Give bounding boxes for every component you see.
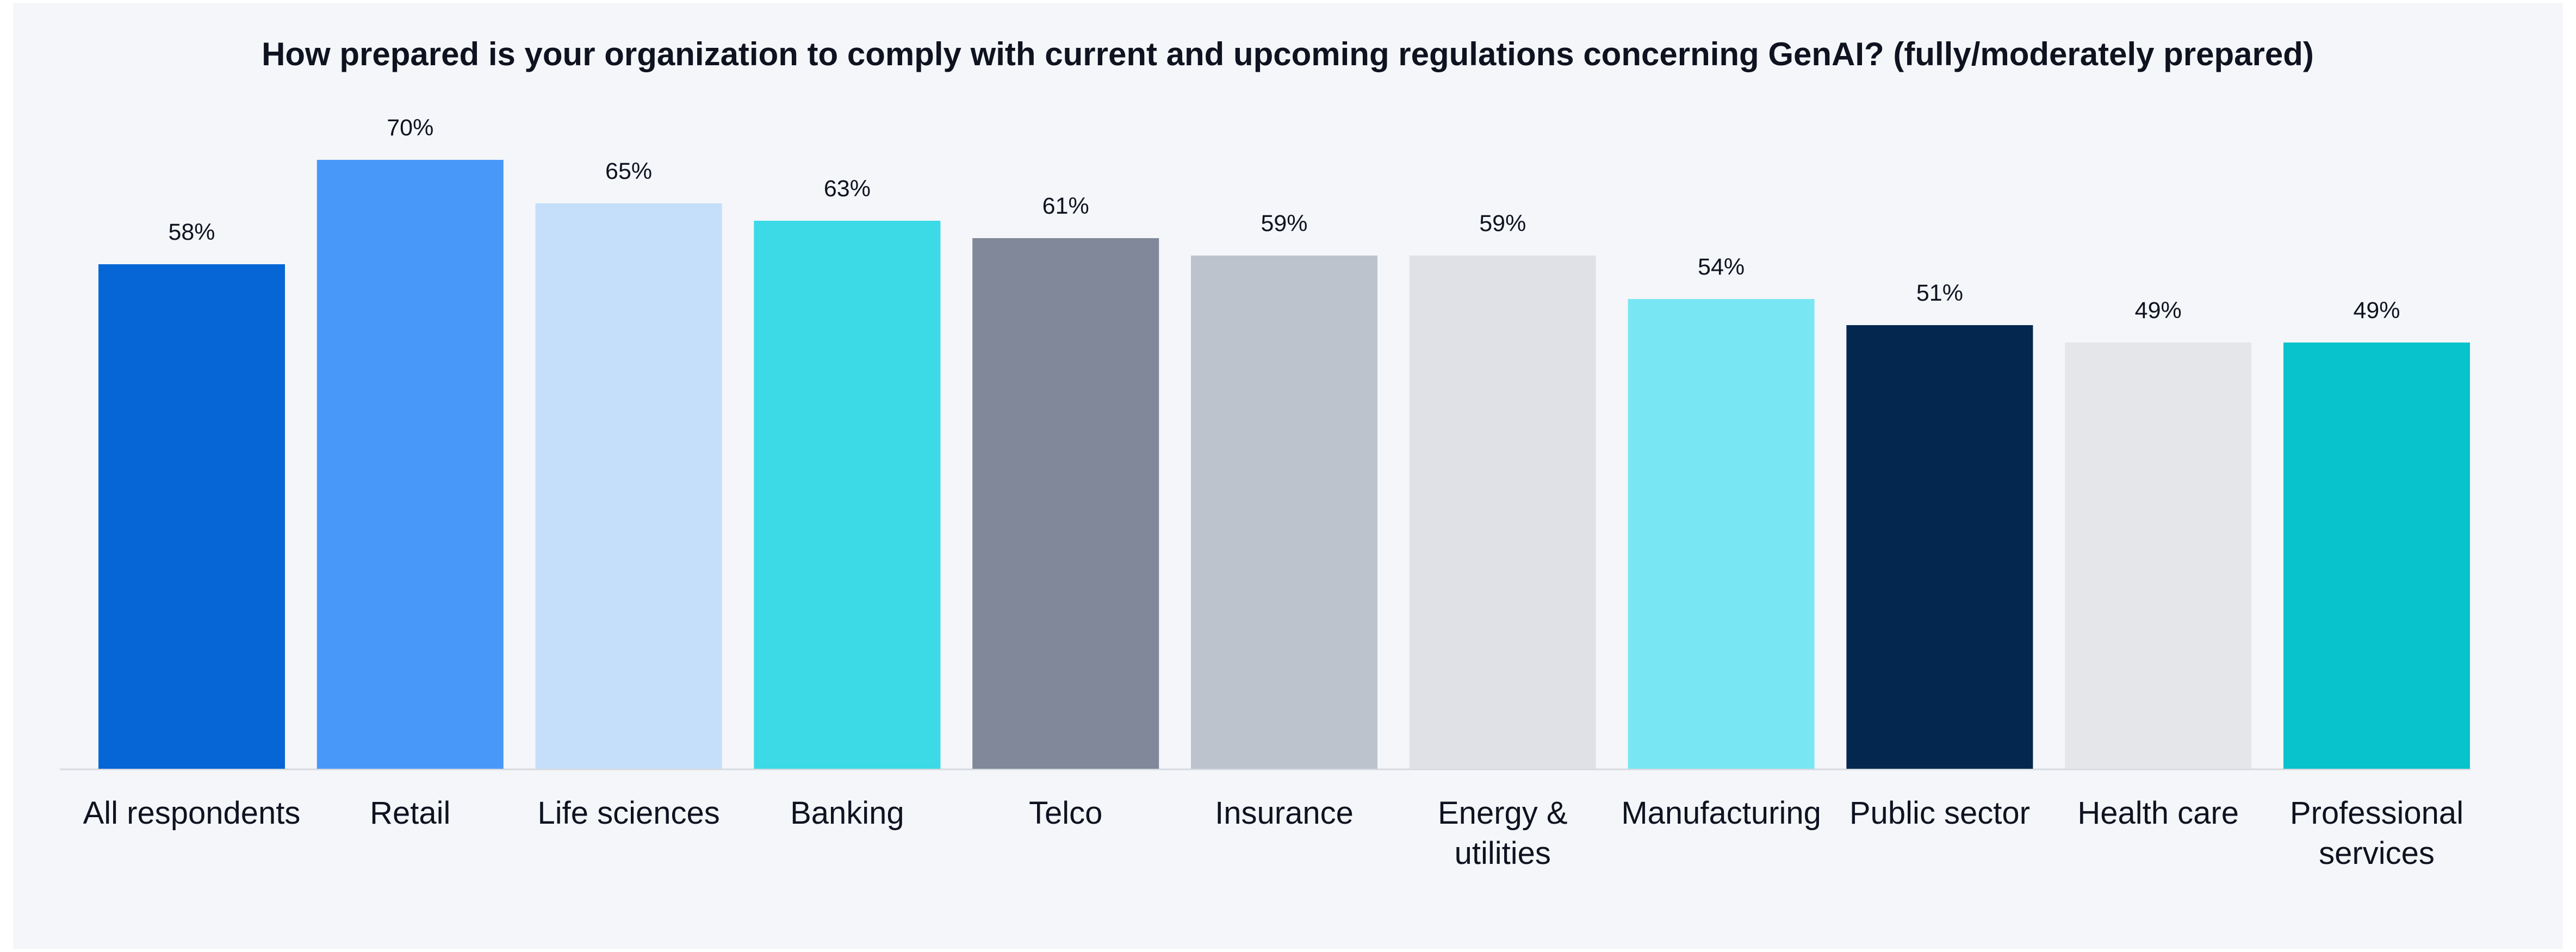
value-label-telco: 61% xyxy=(1042,193,1089,219)
chart-title: How prepared is your organization to com… xyxy=(262,36,2314,72)
category-label-banking: Banking xyxy=(790,795,904,831)
category-label-energy-and-utilities-line-1: Energy & xyxy=(1438,795,1568,831)
value-label-retail: 70% xyxy=(387,115,433,141)
category-label-telco: Telco xyxy=(1029,795,1102,831)
value-label-public-sector: 51% xyxy=(1916,280,1963,306)
bar-insurance xyxy=(1191,256,1377,769)
value-label-insurance: 59% xyxy=(1261,210,1307,237)
category-label-life-sciences: Life sciences xyxy=(537,795,719,831)
value-label-banking: 63% xyxy=(824,176,871,202)
bar-professional-services xyxy=(2283,343,2470,769)
bars-group xyxy=(98,160,2470,769)
value-labels-group: 58% 70% 65% 63% 61% 59% 59% 54% 51% 49% 49% xyxy=(168,115,2400,323)
bar-life-sciences xyxy=(535,203,722,769)
value-label-manufacturing: 54% xyxy=(1698,254,1745,280)
bar-chart: How prepared is your organization to com… xyxy=(60,36,2471,871)
category-label-energy-and-utilities-line-2: utilities xyxy=(1455,836,1551,871)
bar-retail xyxy=(316,160,504,769)
category-label-health-care: Health care xyxy=(2077,795,2239,831)
bar-banking xyxy=(754,221,941,769)
category-label-all-respondents: All respondents xyxy=(83,795,301,831)
value-label-all-respondents: 58% xyxy=(168,219,215,245)
chart-panel: How prepared is your organization to com… xyxy=(13,3,2563,949)
category-label-retail: Retail xyxy=(370,795,450,831)
bar-health-care xyxy=(2065,343,2252,769)
category-label-insurance: Insurance xyxy=(1215,795,1354,831)
category-label-public-sector: Public sector xyxy=(1849,795,2030,831)
bar-energy-and-utilities xyxy=(1409,256,1596,769)
bar-all-respondents xyxy=(98,264,285,769)
category-label-professional-services-line-2: services xyxy=(2319,836,2435,871)
value-label-energy-and-utilities: 59% xyxy=(1479,210,1526,237)
category-label-professional-services-line-1: Professional xyxy=(2290,795,2463,831)
value-label-life-sciences: 65% xyxy=(605,158,652,184)
value-label-professional-services: 49% xyxy=(2353,297,2400,323)
value-label-health-care: 49% xyxy=(2135,297,2182,323)
bar-telco xyxy=(972,238,1159,769)
bar-public-sector xyxy=(1846,325,2033,769)
category-labels-group: All respondents Retail Life sciences Bankin… xyxy=(83,795,2463,871)
category-label-manufacturing: Manufacturing xyxy=(1621,795,1821,831)
bar-manufacturing xyxy=(1628,299,1815,769)
